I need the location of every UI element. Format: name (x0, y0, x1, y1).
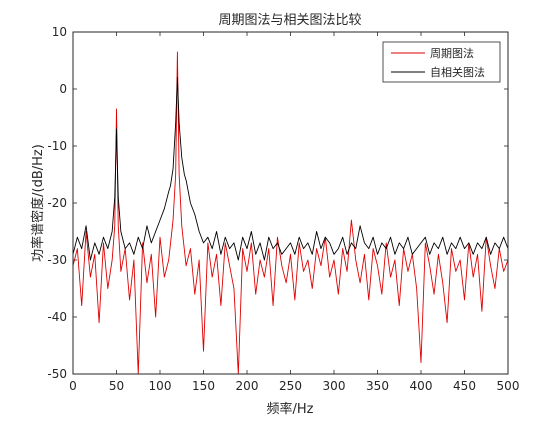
x-tick-label: 200 (236, 379, 259, 393)
y-tick-label: 10 (52, 25, 67, 39)
y-tick-label: -10 (47, 139, 67, 153)
x-tick-label: 150 (192, 379, 215, 393)
y-tick-label: 0 (59, 82, 67, 96)
x-tick-label: 350 (366, 379, 389, 393)
x-tick-label: 100 (149, 379, 172, 393)
x-tick-label: 500 (497, 379, 520, 393)
x-tick-label: 400 (410, 379, 433, 393)
y-tick-label: -30 (47, 253, 67, 267)
legend: 周期图法 自相关图法 (383, 42, 500, 82)
y-tick-label: -40 (47, 310, 67, 324)
x-tick-label: 450 (453, 379, 476, 393)
plot-background (73, 32, 508, 374)
y-axis-label: 功率谱密度/(dB/Hz) (30, 144, 46, 262)
x-tick-label: 0 (69, 379, 77, 393)
x-tick-label: 250 (279, 379, 302, 393)
x-tick-label: 300 (323, 379, 346, 393)
x-axis-label: 频率/Hz (267, 401, 314, 417)
x-tick-label: 50 (109, 379, 124, 393)
y-tick-label: -20 (47, 196, 67, 210)
legend-label-autocorrelation: 自相关图法 (430, 65, 485, 79)
legend-label-periodogram: 周期图法 (430, 46, 474, 60)
y-tick-label: -50 (47, 367, 67, 381)
chart-title: 周期图法与相关图法比较 (218, 13, 361, 28)
